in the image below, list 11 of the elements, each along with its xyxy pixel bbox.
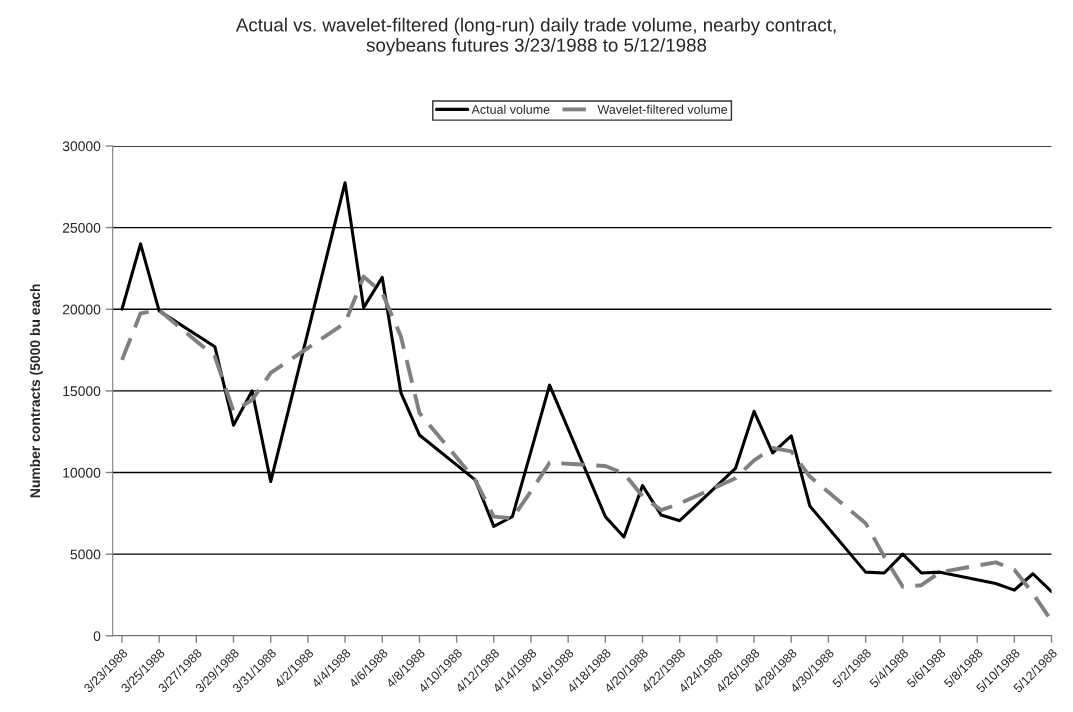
legend-label: Actual volume xyxy=(471,104,550,114)
chart-title: Actual vs. wavelet-filtered (long-run) daily trade volume, nearby contract, soybeans futures 3/23/1988 to 5/12/1988 xyxy=(235,17,836,56)
y-tick-label: 25000 xyxy=(62,222,101,233)
legend-label: Wavelet-filtered volume xyxy=(597,104,728,114)
y-axis-title: Number contracts (5000 bu each xyxy=(29,284,43,498)
y-tick-label: 10000 xyxy=(63,467,101,478)
y-tick-label: 15000 xyxy=(63,386,101,397)
y-tick-label: 5000 xyxy=(70,549,101,560)
y-tick-label: 20000 xyxy=(62,304,101,315)
y-tick-label: 30000 xyxy=(62,141,101,152)
y-tick-label: 0 xyxy=(93,631,101,641)
